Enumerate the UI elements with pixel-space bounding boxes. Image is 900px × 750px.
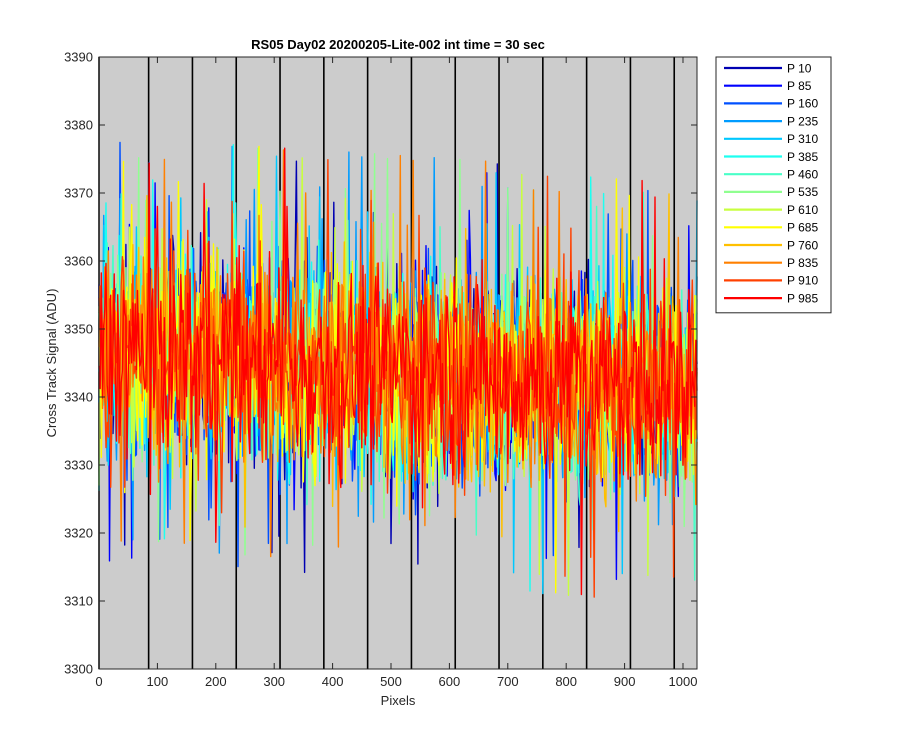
- y-tick-label: 3320: [64, 526, 93, 541]
- y-tick-label: 3370: [64, 186, 93, 201]
- legend-label: P 385: [787, 150, 818, 164]
- x-tick-label: 100: [147, 674, 169, 689]
- legend-label: P 610: [787, 203, 818, 217]
- legend-label: P 160: [787, 97, 818, 111]
- legend-label: P 985: [787, 291, 818, 305]
- x-tick-label: 300: [263, 674, 285, 689]
- legend-label: P 310: [787, 132, 818, 146]
- x-tick-label: 800: [555, 674, 577, 689]
- chart-title: RS05 Day02 20200205-Lite-002 int time = …: [251, 37, 545, 52]
- legend-label: P 85: [787, 79, 812, 93]
- y-tick-label: 3330: [64, 458, 93, 473]
- y-tick-label: 3380: [64, 118, 93, 133]
- legend-label: P 235: [787, 114, 818, 128]
- y-tick-label: 3360: [64, 254, 93, 269]
- y-tick-label: 3390: [64, 50, 93, 65]
- x-tick-label: 600: [439, 674, 461, 689]
- x-tick-label: 0: [95, 674, 102, 689]
- legend-label: P 835: [787, 256, 818, 270]
- legend-label: P 760: [787, 238, 818, 252]
- legend: P 10 P 85 P 160 P 235 P 310 P 385 P 460 P 535 P …: [715, 56, 832, 314]
- y-axis-label: Cross Track Signal (ADU): [44, 289, 59, 438]
- legend-label: P 10: [787, 61, 812, 75]
- legend-label: P 685: [787, 221, 818, 235]
- x-tick-label: 1000: [669, 674, 698, 689]
- x-tick-label: 200: [205, 674, 227, 689]
- x-axis-label: Pixels: [381, 693, 416, 708]
- y-tick-label: 3340: [64, 390, 93, 405]
- x-tick-label: 400: [322, 674, 344, 689]
- y-tick-label: 3350: [64, 322, 93, 337]
- series-line-p985: [98, 147, 698, 596]
- x-tick-label: 700: [497, 674, 519, 689]
- y-tick-label: 3310: [64, 594, 93, 609]
- legend-label: P 460: [787, 168, 818, 182]
- legend-label: P 910: [787, 274, 818, 288]
- y-tick-label: 3300: [64, 662, 93, 677]
- legend-box: [715, 56, 832, 314]
- x-tick-label: 900: [614, 674, 636, 689]
- plot-frame: [98, 56, 698, 670]
- legend-label: P 535: [787, 185, 818, 199]
- x-tick-label: 500: [380, 674, 402, 689]
